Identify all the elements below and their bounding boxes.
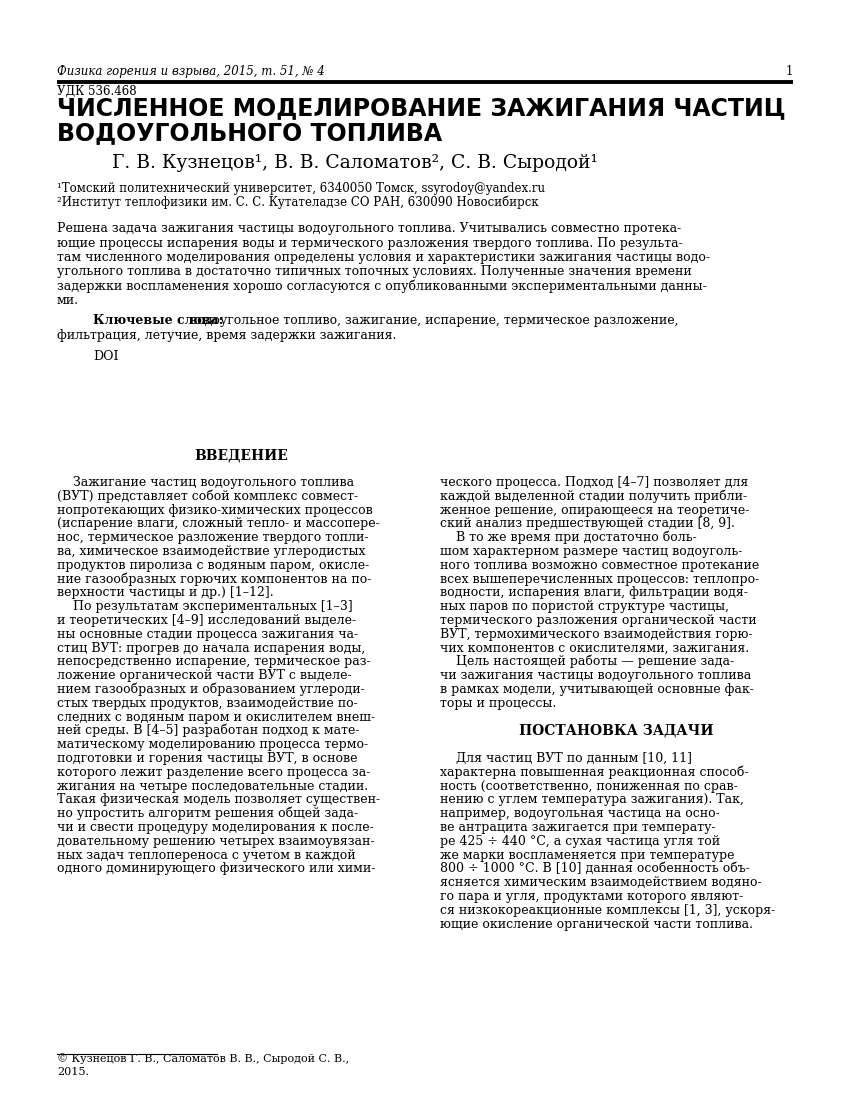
Text: всех вышеперечисленных процессов: теплопро-: всех вышеперечисленных процессов: теплоп… xyxy=(440,573,759,585)
Text: но упростить алгоритм решения общей зада-: но упростить алгоритм решения общей зада… xyxy=(57,806,358,821)
Text: Зажигание частиц водоугольного топлива: Зажигание частиц водоугольного топлива xyxy=(57,476,354,490)
Text: шом характерном размере частиц водоуголь-: шом характерном размере частиц водоуголь… xyxy=(440,544,742,558)
Text: например, водоугольная частица на осно-: например, водоугольная частица на осно- xyxy=(440,807,720,821)
Text: ПОСТАНОВКА ЗАДАЧИ: ПОСТАНОВКА ЗАДАЧИ xyxy=(519,724,714,737)
Text: ясняется химическим взаимодействием водяно-: ясняется химическим взаимодействием водя… xyxy=(440,877,762,889)
Text: ны основные стадии процесса зажигания ча-: ны основные стадии процесса зажигания ча… xyxy=(57,628,358,641)
Text: ЧИСЛЕННОЕ МОДЕЛИРОВАНИЕ ЗАЖИГАНИЯ ЧАСТИЦ: ЧИСЛЕННОЕ МОДЕЛИРОВАНИЕ ЗАЖИГАНИЯ ЧАСТИЦ xyxy=(57,96,785,120)
Text: жигания на четыре последовательные стадии.: жигания на четыре последовательные стади… xyxy=(57,780,368,793)
Text: довательному решению четырех взаимоувязан-: довательному решению четырех взаимоувяза… xyxy=(57,835,375,848)
Text: же марки воспламеняется при температуре: же марки воспламеняется при температуре xyxy=(440,848,734,861)
Text: ский анализ предшествующей стадии [8, 9].: ский анализ предшествующей стадии [8, 9]… xyxy=(440,517,735,530)
Text: ми.: ми. xyxy=(57,295,79,308)
Text: нием газообразных и образованием углероди-: нием газообразных и образованием углерод… xyxy=(57,682,365,696)
Text: 800 ÷ 1000 °С. В [10] данная особенность объ-: 800 ÷ 1000 °С. В [10] данная особенность… xyxy=(440,862,750,876)
Text: Для частиц ВУТ по данным [10, 11]: Для частиц ВУТ по данным [10, 11] xyxy=(440,752,692,764)
Text: термического разложения органической части: термического разложения органической час… xyxy=(440,614,756,627)
Text: 2015.: 2015. xyxy=(57,1067,89,1077)
Text: Физика горения и взрыва, 2015, т. 51, № 4: Физика горения и взрыва, 2015, т. 51, № … xyxy=(57,65,325,78)
Text: верхности частицы и др.) [1–12].: верхности частицы и др.) [1–12]. xyxy=(57,586,274,600)
Text: ность (соответственно, пониженная по срав-: ность (соответственно, пониженная по сра… xyxy=(440,780,738,793)
Text: водности, испарения влаги, фильтрации водя-: водности, испарения влаги, фильтрации во… xyxy=(440,586,748,600)
Text: ¹Томский политехнический университет, 6340050 Томск, ssyrodoy@yandex.ru: ¹Томский политехнический университет, 63… xyxy=(57,182,545,195)
Text: непосредственно испарение, термическое раз-: непосредственно испарение, термическое р… xyxy=(57,656,371,669)
Text: (ВУТ) представляет собой комплекс совмест-: (ВУТ) представляет собой комплекс совмес… xyxy=(57,490,358,503)
Text: Г. В. Кузнецов¹, В. В. Саломатов², С. В. Сыродой¹: Г. В. Кузнецов¹, В. В. Саломатов², С. В.… xyxy=(112,154,598,172)
Text: По результатам экспериментальных [1–3]: По результатам экспериментальных [1–3] xyxy=(57,601,353,613)
Text: одного доминирующего физического или хими-: одного доминирующего физического или хим… xyxy=(57,862,376,876)
Text: матическому моделированию процесса термо-: матическому моделированию процесса термо… xyxy=(57,738,368,751)
Text: ва, химическое взаимодействие углеродистых: ва, химическое взаимодействие углеродист… xyxy=(57,544,366,558)
Text: характерна повышенная реакционная способ-: характерна повышенная реакционная способ… xyxy=(440,766,749,779)
Text: ющие процессы испарения воды и термического разложения твердого топлива. По резу: ющие процессы испарения воды и термическ… xyxy=(57,236,683,250)
Text: там численного моделирования определены условия и характеристики зажигания части: там численного моделирования определены … xyxy=(57,251,710,264)
Text: В то же время при достаточно боль-: В то же время при достаточно боль- xyxy=(440,530,697,544)
Text: чих компонентов с окислителями, зажигания.: чих компонентов с окислителями, зажигани… xyxy=(440,641,749,654)
Text: Ключевые слова:: Ключевые слова: xyxy=(93,314,224,327)
Text: водоугольное топливо, зажигание, испарение, термическое разложение,: водоугольное топливо, зажигание, испарен… xyxy=(186,314,678,327)
Text: чи зажигания частицы водоугольного топлива: чи зажигания частицы водоугольного топли… xyxy=(440,669,751,682)
Text: ве антрацита зажигается при температу-: ве антрацита зажигается при температу- xyxy=(440,821,716,834)
Text: стых твердых продуктов, взаимодействие по-: стых твердых продуктов, взаимодействие п… xyxy=(57,696,358,710)
Text: ВВЕДЕНИЕ: ВВЕДЕНИЕ xyxy=(194,449,288,463)
Text: стиц ВУТ: прогрев до начала испарения воды,: стиц ВУТ: прогрев до начала испарения во… xyxy=(57,641,366,654)
Text: фильтрация, летучие, время задержки зажигания.: фильтрация, летучие, время задержки зажи… xyxy=(57,329,396,341)
Text: каждой выделенной стадии получить прибли-: каждой выделенной стадии получить прибли… xyxy=(440,490,747,503)
Text: Цель настоящей работы — решение зада-: Цель настоящей работы — решение зада- xyxy=(440,654,734,669)
Text: продуктов пиролиза с водяным паром, окисле-: продуктов пиролиза с водяным паром, окис… xyxy=(57,559,369,572)
Text: 1: 1 xyxy=(785,65,793,78)
Text: (испарение влаги, сложный тепло- и массопере-: (испарение влаги, сложный тепло- и массо… xyxy=(57,517,380,530)
Text: ней среды. В [4–5] разработан подход к мате-: ней среды. В [4–5] разработан подход к м… xyxy=(57,724,360,737)
Text: которого лежит разделение всего процесса за-: которого лежит разделение всего процесса… xyxy=(57,766,371,779)
Text: нос, термическое разложение твердого топли-: нос, термическое разложение твердого топ… xyxy=(57,531,369,544)
Text: в рамках модели, учитывающей основные фак-: в рамках модели, учитывающей основные фа… xyxy=(440,683,754,696)
Text: ре 425 ÷ 440 °С, а сухая частица угля той: ре 425 ÷ 440 °С, а сухая частица угля то… xyxy=(440,835,720,848)
Text: угольного топлива в достаточно типичных топочных условиях. Полученные значения в: угольного топлива в достаточно типичных … xyxy=(57,265,692,278)
Text: нению с углем температура зажигания). Так,: нению с углем температура зажигания). Та… xyxy=(440,793,744,806)
Text: го пара и угля, продуктами которого являют-: го пара и угля, продуктами которого явля… xyxy=(440,890,743,903)
Text: ных паров по пористой структуре частицы,: ных паров по пористой структуре частицы, xyxy=(440,601,729,613)
Text: УДК 536.468: УДК 536.468 xyxy=(57,85,137,98)
Text: ческого процесса. Подход [4–7] позволяет для: ческого процесса. Подход [4–7] позволяет… xyxy=(440,476,748,490)
Text: следних с водяным паром и окислителем внеш-: следних с водяным паром и окислителем вн… xyxy=(57,711,375,724)
Text: торы и процессы.: торы и процессы. xyxy=(440,696,556,710)
Text: чи и свести процедуру моделирования к после-: чи и свести процедуру моделирования к по… xyxy=(57,821,374,834)
Text: задержки воспламенения хорошо согласуются с опубликованными экспериментальными д: задержки воспламенения хорошо согласуютс… xyxy=(57,279,706,293)
Text: ние газообразных горючих компонентов на по-: ние газообразных горючих компонентов на … xyxy=(57,572,371,585)
Text: Решена задача зажигания частицы водоугольного топлива. Учитывались совместно про: Решена задача зажигания частицы водоугол… xyxy=(57,222,681,235)
Text: ВУТ, термохимического взаимодействия горю-: ВУТ, термохимического взаимодействия гор… xyxy=(440,628,752,641)
Text: ного топлива возможно совместное протекание: ного топлива возможно совместное протека… xyxy=(440,559,759,572)
Text: Такая физическая модель позволяет существен-: Такая физическая модель позволяет сущест… xyxy=(57,793,380,806)
Text: ных задач теплопереноса с учетом в каждой: ных задач теплопереноса с учетом в каждо… xyxy=(57,848,355,861)
Text: ющие окисление органической части топлива.: ющие окисление органической части топлив… xyxy=(440,917,753,931)
Text: и теоретических [4–9] исследований выделе-: и теоретических [4–9] исследований выдел… xyxy=(57,614,356,627)
Text: ВОДОУГОЛЬНОГО ТОПЛИВА: ВОДОУГОЛЬНОГО ТОПЛИВА xyxy=(57,121,442,145)
Text: ложение органической части ВУТ с выделе-: ложение органической части ВУТ с выделе- xyxy=(57,669,352,682)
Text: ся низкокореакционные комплексы [1, 3], ускоря-: ся низкокореакционные комплексы [1, 3], … xyxy=(440,904,775,916)
Text: © Кузнецов Г. В., Саломатов В. В., Сыродой С. В.,: © Кузнецов Г. В., Саломатов В. В., Сырод… xyxy=(57,1053,349,1064)
Text: DOI: DOI xyxy=(93,351,118,363)
Text: подготовки и горения частицы ВУТ, в основе: подготовки и горения частицы ВУТ, в осно… xyxy=(57,752,358,764)
Text: женное решение, опирающееся на теоретиче-: женное решение, опирающееся на теоретиче… xyxy=(440,504,750,517)
Text: нопротекающих физико-химических процессов: нопротекающих физико-химических процессо… xyxy=(57,504,373,517)
Text: ²Институт теплофизики им. С. С. Кутателадзе СО РАН, 630090 Новосибирск: ²Институт теплофизики им. С. С. Кутатела… xyxy=(57,196,539,209)
